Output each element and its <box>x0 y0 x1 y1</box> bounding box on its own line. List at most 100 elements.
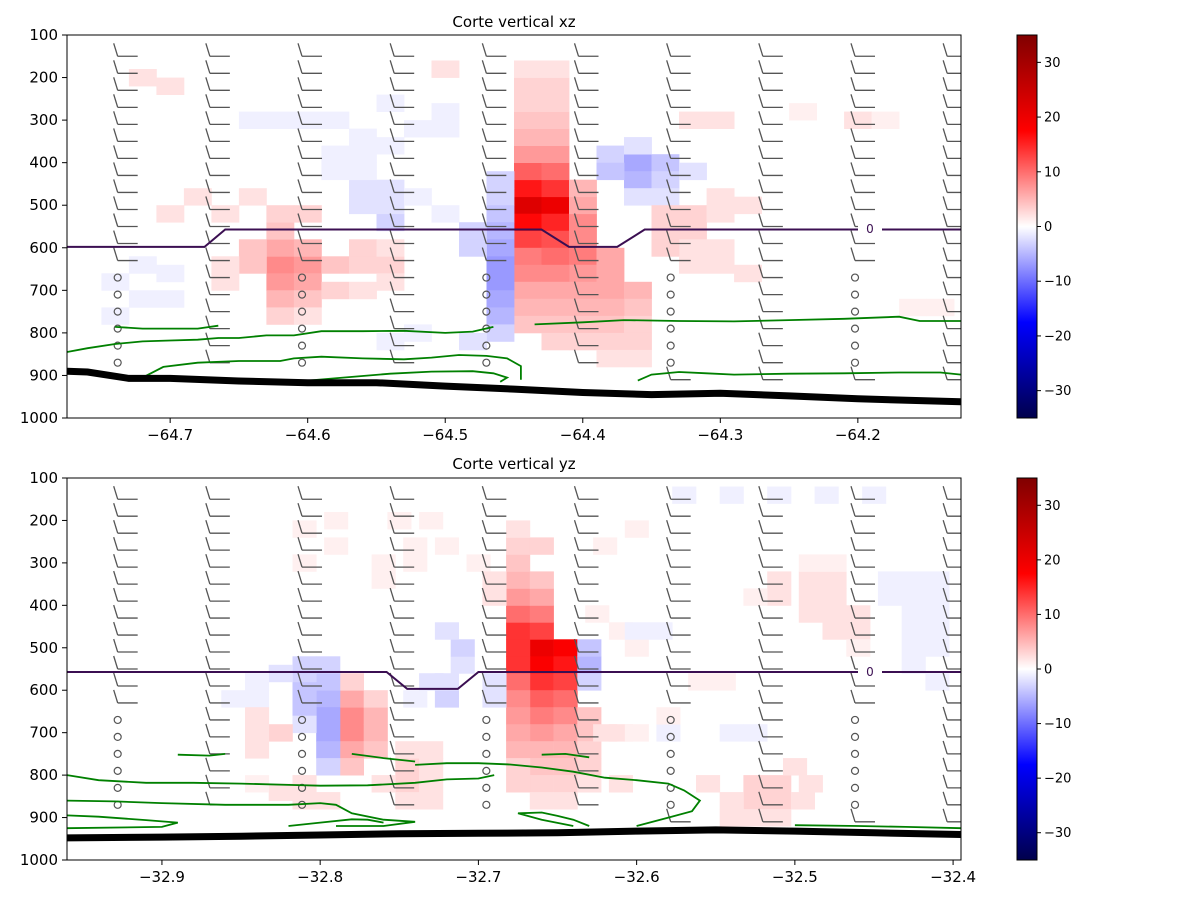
heatmap-cell <box>316 656 341 674</box>
heatmap-cell <box>506 758 531 776</box>
barb-staff <box>113 145 119 159</box>
wind-barb <box>113 689 138 704</box>
wind-barb <box>482 715 491 725</box>
wind-barb <box>942 570 961 585</box>
wind-barb <box>942 587 961 602</box>
heatmap-cell <box>541 94 570 112</box>
barb-staff <box>758 298 764 312</box>
wind-barb <box>205 145 230 160</box>
wind-barb <box>205 213 230 228</box>
barb-staff <box>389 145 395 159</box>
heatmap-cell <box>321 162 350 181</box>
panel-yz-colorbar-ticks: 30 20 10 0 −10 −20 −30 <box>1037 499 1071 841</box>
heatmap-cell <box>506 554 531 572</box>
heatmap-cell <box>569 179 597 198</box>
wind-barb <box>942 774 961 789</box>
barb-staff <box>573 196 580 210</box>
heatmap-cell <box>293 256 322 274</box>
heatmap-cell <box>596 264 625 283</box>
heatmap-cell <box>506 707 531 725</box>
barb-staff <box>297 60 303 74</box>
heatmap-cell <box>293 307 322 325</box>
wind-barb <box>481 672 507 687</box>
colorbar-tick-label: 30 <box>1044 56 1061 71</box>
wind-barb <box>758 486 783 500</box>
heatmap-cell <box>245 724 270 742</box>
heatmap-cell <box>541 77 570 95</box>
barb-staff <box>389 196 395 210</box>
barb-staff <box>758 43 764 57</box>
temperature-contour <box>142 354 522 380</box>
heatmap-cell <box>596 247 625 266</box>
wind-barb <box>389 43 415 57</box>
wind-barb <box>481 111 507 126</box>
heatmap-cell <box>321 256 350 274</box>
wind-barb <box>205 94 230 108</box>
temperature-contour <box>517 811 590 827</box>
wind-barb <box>573 791 599 806</box>
heatmap-cell <box>624 622 649 640</box>
barb-staff <box>389 179 395 193</box>
barb-staff <box>850 94 856 108</box>
wind-barb <box>573 145 599 160</box>
wind-barb <box>573 213 599 228</box>
wind-barb <box>481 77 507 91</box>
wind-barb <box>573 604 599 619</box>
x-tick-label: −64.5 <box>422 426 468 444</box>
wind-barb <box>481 213 507 228</box>
panel-xz: Corte vertical xz 0 −64.7 −64.6 −64.5 −64.4… <box>20 13 1072 444</box>
heatmap-cell <box>419 775 444 793</box>
barb-staff <box>205 349 211 363</box>
wind-barb <box>942 536 961 551</box>
wind-barb <box>850 783 860 792</box>
barb-staff <box>666 519 672 534</box>
barb-staff <box>666 570 672 585</box>
heatmap-cell <box>651 239 680 257</box>
wind-barb <box>481 519 507 534</box>
wind-barb <box>942 553 961 568</box>
wind-barb <box>942 213 961 228</box>
heatmap-cell <box>321 111 350 129</box>
wind-barb <box>850 689 876 704</box>
heatmap-cell <box>316 724 341 742</box>
barb-staff <box>758 791 764 806</box>
wind-barb <box>850 196 876 211</box>
barb-staff <box>205 706 211 721</box>
heatmap-cell <box>486 188 515 206</box>
barb-staff <box>758 366 764 380</box>
heatmap-cell <box>596 332 625 351</box>
barb-staff <box>205 503 211 517</box>
wind-barb <box>850 162 876 177</box>
heatmap-cell <box>349 196 377 215</box>
barb-staff <box>481 60 487 74</box>
barb-staff <box>942 486 948 500</box>
colorbar-tick-label: −30 <box>1044 826 1071 841</box>
barb-staff <box>481 128 487 142</box>
barb-staff <box>942 213 948 227</box>
heatmap-cell <box>419 512 444 530</box>
wind-barb <box>389 791 415 806</box>
heatmap-cell <box>651 188 680 206</box>
wind-barb <box>666 128 691 143</box>
calm-circle <box>113 307 122 316</box>
wind-barb <box>481 230 507 245</box>
temperature-contour <box>67 799 416 827</box>
heatmap-cell <box>514 298 542 317</box>
barb-staff <box>205 791 211 806</box>
barb-staff <box>758 621 764 636</box>
wind-barb <box>850 128 876 143</box>
heatmap-cell <box>624 298 652 317</box>
heatmap-cell <box>529 707 554 725</box>
barb-staff <box>666 77 672 91</box>
barb-staff <box>758 196 764 210</box>
y-tick-label: 800 <box>29 324 58 342</box>
wind-barb <box>205 111 230 126</box>
heatmap-cell <box>486 324 515 342</box>
calm-circle <box>666 800 675 809</box>
wind-barb <box>205 587 230 602</box>
wind-barb <box>113 128 138 143</box>
wind-barb <box>666 196 691 211</box>
calm-circle <box>482 715 491 725</box>
wind-barb <box>205 638 230 653</box>
wind-barb <box>113 43 138 57</box>
